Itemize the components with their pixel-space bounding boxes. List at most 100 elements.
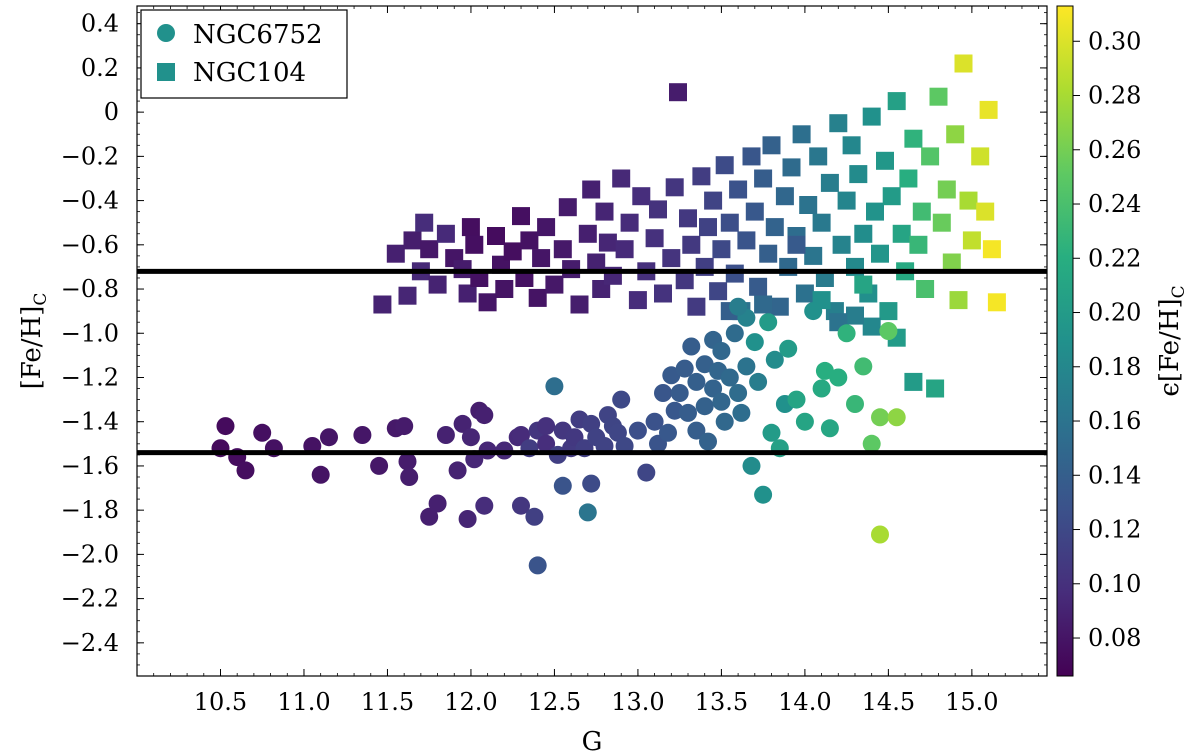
point-ngc6752-77 xyxy=(729,384,748,402)
point-ngc6752-90 xyxy=(779,339,798,358)
point-ngc104-36 xyxy=(598,233,617,252)
point-ngc104-134 xyxy=(787,235,806,254)
colorbar-tick-label-8: 0.24 xyxy=(1088,190,1141,218)
point-ngc104-47 xyxy=(662,249,681,268)
point-ngc104-110 xyxy=(926,379,945,398)
y-tick-label-12: −2.0 xyxy=(61,540,119,568)
point-ngc104-20 xyxy=(512,207,530,226)
y-tick-label-11: −1.8 xyxy=(61,496,119,524)
point-ngc104-3 xyxy=(403,231,422,250)
point-ngc6752-68 xyxy=(699,432,717,451)
x-tick-label-3: 12.0 xyxy=(444,688,497,716)
reference-lines xyxy=(137,268,1047,456)
point-ngc104-79 xyxy=(795,284,814,303)
point-ngc104-50 xyxy=(675,271,694,290)
point-ngc6752-81 xyxy=(742,456,761,475)
point-ngc104-1 xyxy=(386,244,405,263)
point-ngc6752-12 xyxy=(395,417,414,436)
y-tick-label-5: −0.6 xyxy=(61,231,119,259)
point-ngc6752-19 xyxy=(458,510,477,528)
data-points xyxy=(211,54,1006,575)
point-ngc104-0 xyxy=(373,295,392,314)
point-ngc104-18 xyxy=(495,280,514,298)
point-ngc6752-78 xyxy=(732,403,751,422)
point-ngc104-46 xyxy=(654,284,672,303)
point-ngc104-32 xyxy=(582,180,601,199)
point-ngc104-63 xyxy=(729,180,748,199)
point-ngc6752-66 xyxy=(695,355,714,374)
y-tick-label-13: −2.2 xyxy=(61,585,119,613)
point-ngc104-82 xyxy=(809,147,828,166)
point-ngc6752-91 xyxy=(787,390,806,409)
point-ngc6752-83 xyxy=(749,372,768,391)
point-ngc104-95 xyxy=(862,107,881,126)
point-ngc104-27 xyxy=(553,240,572,259)
point-ngc104-60 xyxy=(715,156,734,175)
point-ngc104-56 xyxy=(699,218,717,237)
point-ngc6752-16 xyxy=(428,494,447,513)
point-ngc6752-59 xyxy=(665,401,684,420)
point-ngc104-30 xyxy=(570,295,589,314)
point-ngc104-128 xyxy=(846,306,864,325)
point-ngc6752-69 xyxy=(704,379,723,398)
point-ngc6752-7 xyxy=(311,465,330,484)
point-ngc6752-52 xyxy=(628,421,647,440)
point-ngc104-44 xyxy=(645,229,664,248)
point-ngc104-117 xyxy=(954,54,973,73)
point-ngc6752-102 xyxy=(871,525,889,544)
point-ngc6752-56 xyxy=(654,384,672,402)
point-ngc6752-76 xyxy=(725,324,744,343)
point-ngc6752-58 xyxy=(662,366,681,385)
point-ngc6752-63 xyxy=(682,337,701,356)
point-ngc104-67 xyxy=(745,202,764,221)
y-tick-label-8: −1.2 xyxy=(61,363,119,391)
point-ngc6752-92 xyxy=(795,412,814,431)
point-ngc104-101 xyxy=(887,92,906,111)
point-ngc6752-17 xyxy=(436,426,455,444)
point-ngc104-33 xyxy=(587,253,606,272)
point-ngc104-73 xyxy=(770,297,789,316)
point-ngc6752-84 xyxy=(754,485,773,504)
colorbar-ticks: 0.08 0.10 0.12 0.14 0.16 0.18 0.20 0.22 0.24 0.26… xyxy=(1073,27,1141,652)
point-ngc104-106 xyxy=(909,235,928,254)
point-ngc6752-73 xyxy=(712,342,731,360)
x-tick-label-1: 11.0 xyxy=(277,688,330,716)
point-ngc6752-108 xyxy=(448,461,467,480)
y-axis-label: [Fe/H]C xyxy=(17,293,51,390)
y-tick-label-6: −0.8 xyxy=(61,275,119,303)
colorbar-label: ϵ[Fe/H]C xyxy=(1155,285,1189,396)
point-ngc6752-105 xyxy=(804,302,823,321)
x-axis-label: G xyxy=(582,727,603,755)
point-ngc104-85 xyxy=(820,173,839,192)
point-ngc104-12 xyxy=(461,218,480,237)
point-ngc104-8 xyxy=(436,224,455,243)
point-ngc104-90 xyxy=(842,136,861,155)
colorbar-tick-label-6: 0.20 xyxy=(1088,299,1141,327)
point-ngc104-92 xyxy=(849,165,868,184)
y-tick-label-1: 0.2 xyxy=(81,54,119,82)
point-ngc104-59 xyxy=(712,240,731,259)
point-ngc104-38 xyxy=(612,169,631,188)
point-ngc104-112 xyxy=(932,213,951,232)
colorbar-tick-label-7: 0.22 xyxy=(1088,244,1141,272)
point-ngc104-105 xyxy=(904,129,923,148)
point-ngc104-45 xyxy=(649,200,667,219)
point-ngc104-130 xyxy=(754,295,773,314)
point-ngc6752-3 xyxy=(236,461,255,480)
point-ngc104-118 xyxy=(959,191,978,210)
point-ngc6752-8 xyxy=(320,428,338,447)
point-ngc6752-1 xyxy=(216,417,235,436)
point-ngc6752-79 xyxy=(737,357,756,376)
point-ngc104-71 xyxy=(762,136,781,155)
x-tick-label-6: 13.5 xyxy=(695,688,748,716)
point-ngc104-69 xyxy=(754,169,773,188)
point-ngc104-122 xyxy=(979,100,998,119)
point-ngc104-97 xyxy=(871,244,889,263)
point-ngc6752-14 xyxy=(400,468,419,486)
point-ngc104-22 xyxy=(520,231,539,250)
point-ngc104-119 xyxy=(962,231,981,250)
point-ngc104-124 xyxy=(987,293,1006,312)
y-tick-label-2: 0 xyxy=(104,98,119,126)
y-tick-label-10: −1.6 xyxy=(61,452,119,480)
